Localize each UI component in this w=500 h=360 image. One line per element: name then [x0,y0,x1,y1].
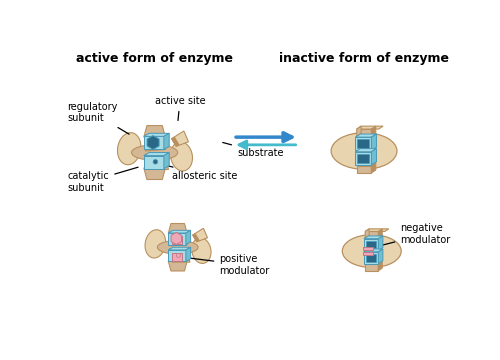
Polygon shape [186,230,190,244]
Text: active site: active site [154,96,205,121]
Polygon shape [144,133,169,136]
Polygon shape [172,131,188,147]
Polygon shape [372,134,376,150]
Bar [358,154,369,163]
Ellipse shape [331,133,397,169]
Bar [362,247,373,250]
Polygon shape [186,247,190,261]
Bar [365,231,378,238]
Circle shape [153,159,158,164]
Polygon shape [378,229,382,238]
Ellipse shape [145,230,166,258]
Polygon shape [372,149,376,165]
Ellipse shape [192,238,211,264]
Ellipse shape [158,240,198,254]
Bar [356,166,372,173]
Polygon shape [356,126,383,129]
Text: allosteric site: allosteric site [159,163,237,181]
Text: inactive form of enzyme: inactive form of enzyme [279,52,449,65]
Text: substrate: substrate [222,143,284,158]
Text: positive
modulator: positive modulator [186,254,270,276]
Bar [168,250,186,261]
Polygon shape [365,229,389,231]
Polygon shape [372,126,376,136]
Polygon shape [168,230,190,233]
Text: regulatory
subunit: regulatory subunit [68,102,129,134]
Polygon shape [192,234,200,242]
Ellipse shape [170,142,192,171]
Bar [364,239,378,251]
Bar [168,233,186,244]
Polygon shape [192,228,208,242]
Text: catalytic
subunit: catalytic subunit [68,167,138,193]
Polygon shape [170,249,190,262]
Bar [144,156,164,169]
Polygon shape [146,154,169,170]
Bar [356,152,372,165]
Polygon shape [164,153,169,169]
Polygon shape [168,224,187,234]
Polygon shape [364,236,383,239]
Polygon shape [356,163,376,166]
Circle shape [176,253,180,257]
Bar [172,253,182,261]
Bar [365,264,378,271]
Bar [172,236,182,244]
Polygon shape [356,134,376,137]
Bar [358,139,369,148]
Polygon shape [372,163,376,173]
Ellipse shape [344,140,384,162]
Polygon shape [378,262,382,271]
Polygon shape [364,249,383,252]
Polygon shape [144,126,166,137]
Bar [356,137,372,150]
Bar [356,129,372,136]
Polygon shape [168,247,190,250]
Polygon shape [170,232,190,246]
Bar [364,252,378,264]
Polygon shape [378,249,383,264]
Polygon shape [171,232,181,244]
Ellipse shape [342,235,401,267]
Polygon shape [172,137,179,147]
Ellipse shape [118,132,141,165]
Text: active form of enzyme: active form of enzyme [76,52,233,65]
Polygon shape [146,136,169,151]
Bar [362,252,373,255]
Ellipse shape [132,145,178,160]
Bar [366,240,376,248]
Polygon shape [147,136,159,149]
Text: negative
modulator: negative modulator [370,223,450,248]
Polygon shape [168,261,187,271]
Polygon shape [144,168,166,180]
Polygon shape [365,229,369,238]
Polygon shape [144,153,169,156]
Polygon shape [356,149,376,152]
Polygon shape [356,126,361,136]
Bar [366,254,376,262]
Polygon shape [365,262,382,264]
Bar [144,136,164,149]
Ellipse shape [354,241,390,261]
Polygon shape [164,133,169,149]
Polygon shape [378,236,383,251]
